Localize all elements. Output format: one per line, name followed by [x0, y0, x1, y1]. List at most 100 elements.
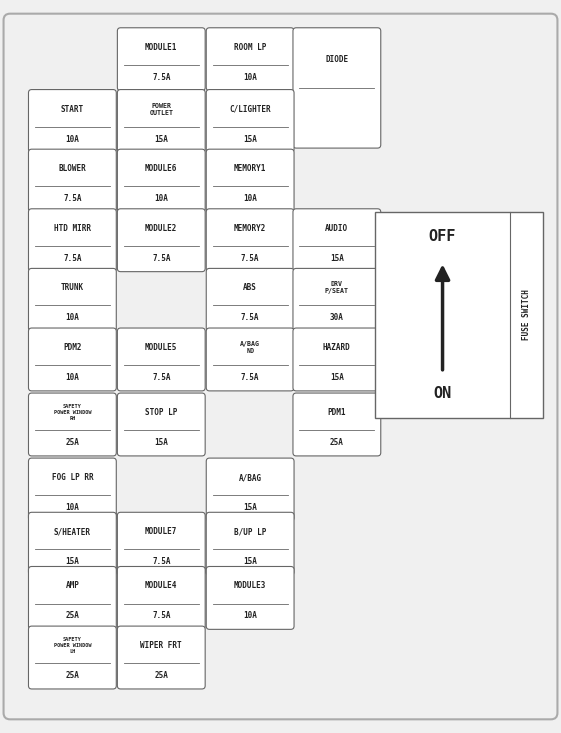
Text: 15A: 15A [243, 503, 257, 512]
FancyBboxPatch shape [29, 512, 116, 575]
Text: 25A: 25A [154, 671, 168, 680]
Text: MODULE4: MODULE4 [145, 581, 177, 591]
FancyBboxPatch shape [29, 328, 116, 391]
FancyBboxPatch shape [117, 209, 205, 272]
Text: 25A: 25A [66, 611, 79, 620]
FancyBboxPatch shape [29, 89, 116, 152]
Text: HTD MIRR: HTD MIRR [54, 224, 91, 233]
Text: MODULE5: MODULE5 [145, 343, 177, 352]
Text: DIODE: DIODE [325, 55, 348, 64]
Text: START: START [61, 105, 84, 114]
Text: PDM2: PDM2 [63, 343, 82, 352]
Text: MEMORY2: MEMORY2 [234, 224, 266, 233]
FancyBboxPatch shape [29, 458, 116, 521]
FancyBboxPatch shape [3, 14, 558, 719]
Text: WIPER FRT: WIPER FRT [140, 641, 182, 650]
Text: 10A: 10A [66, 503, 79, 512]
Text: 7.5A: 7.5A [152, 373, 171, 382]
FancyBboxPatch shape [206, 209, 294, 272]
FancyBboxPatch shape [293, 328, 381, 391]
Text: 7.5A: 7.5A [241, 314, 259, 323]
Text: HAZARD: HAZARD [323, 343, 351, 352]
FancyBboxPatch shape [117, 393, 205, 456]
FancyBboxPatch shape [117, 512, 205, 575]
Text: 15A: 15A [330, 373, 344, 382]
FancyBboxPatch shape [206, 512, 294, 575]
FancyBboxPatch shape [206, 458, 294, 521]
Text: ROOM LP: ROOM LP [234, 43, 266, 52]
Text: 7.5A: 7.5A [63, 194, 82, 203]
Text: 7.5A: 7.5A [152, 73, 171, 82]
FancyBboxPatch shape [29, 268, 116, 331]
FancyBboxPatch shape [29, 393, 116, 456]
Text: 30A: 30A [330, 314, 344, 323]
Text: MODULE7: MODULE7 [145, 527, 177, 537]
FancyBboxPatch shape [117, 567, 205, 630]
Text: MODULE1: MODULE1 [145, 43, 177, 52]
Text: 15A: 15A [243, 557, 257, 567]
FancyBboxPatch shape [293, 268, 381, 331]
FancyBboxPatch shape [206, 268, 294, 331]
Text: 7.5A: 7.5A [152, 557, 171, 567]
Text: 10A: 10A [66, 135, 79, 144]
Text: 15A: 15A [66, 557, 79, 567]
Text: A/BAG
ND: A/BAG ND [240, 341, 260, 354]
Text: 10A: 10A [243, 73, 257, 82]
FancyBboxPatch shape [206, 567, 294, 630]
Text: MODULE2: MODULE2 [145, 224, 177, 233]
FancyBboxPatch shape [29, 626, 116, 689]
Text: 10A: 10A [66, 373, 79, 382]
Text: MODULE6: MODULE6 [145, 164, 177, 173]
Text: C/LIGHTER: C/LIGHTER [229, 105, 271, 114]
Text: B/UP LP: B/UP LP [234, 527, 266, 537]
FancyBboxPatch shape [117, 28, 205, 91]
Text: 15A: 15A [330, 254, 344, 262]
Text: 25A: 25A [66, 438, 79, 447]
FancyBboxPatch shape [206, 328, 294, 391]
Text: 7.5A: 7.5A [241, 373, 259, 382]
Text: STOP LP: STOP LP [145, 408, 177, 417]
FancyBboxPatch shape [206, 150, 294, 212]
Text: AMP: AMP [66, 581, 79, 591]
FancyBboxPatch shape [293, 28, 381, 148]
FancyBboxPatch shape [117, 328, 205, 391]
Text: BLOWER: BLOWER [58, 164, 86, 173]
Text: FUSE SWITCH: FUSE SWITCH [522, 290, 531, 340]
Text: PDM1: PDM1 [328, 408, 346, 417]
FancyBboxPatch shape [29, 150, 116, 212]
Text: POWER
OUTLET: POWER OUTLET [149, 103, 173, 116]
Text: 15A: 15A [154, 135, 168, 144]
FancyBboxPatch shape [29, 209, 116, 272]
Text: MODULE3: MODULE3 [234, 581, 266, 591]
Text: AUDIO: AUDIO [325, 224, 348, 233]
Text: S/HEATER: S/HEATER [54, 527, 91, 537]
Text: 15A: 15A [154, 438, 168, 447]
Text: 7.5A: 7.5A [63, 254, 82, 262]
Text: SAFETY
POWER WINDOW
RH: SAFETY POWER WINDOW RH [54, 404, 91, 421]
Text: ABS: ABS [243, 284, 257, 292]
FancyBboxPatch shape [293, 393, 381, 456]
Text: 10A: 10A [154, 194, 168, 203]
FancyBboxPatch shape [117, 150, 205, 212]
Text: 7.5A: 7.5A [152, 254, 171, 262]
Text: 7.5A: 7.5A [152, 611, 171, 620]
Text: ON: ON [434, 386, 452, 401]
Text: A/BAG: A/BAG [238, 473, 262, 482]
FancyBboxPatch shape [293, 209, 381, 272]
Text: 10A: 10A [66, 314, 79, 323]
Text: FOG LP RR: FOG LP RR [52, 473, 93, 482]
FancyBboxPatch shape [117, 89, 205, 152]
Text: 15A: 15A [243, 135, 257, 144]
FancyBboxPatch shape [29, 567, 116, 630]
FancyBboxPatch shape [206, 28, 294, 91]
Text: MEMORY1: MEMORY1 [234, 164, 266, 173]
Text: SAFETY
POWER WINDOW
LH: SAFETY POWER WINDOW LH [54, 637, 91, 654]
Text: 7.5A: 7.5A [241, 254, 259, 262]
Text: 10A: 10A [243, 611, 257, 620]
Text: TRUNK: TRUNK [61, 284, 84, 292]
Text: 25A: 25A [66, 671, 79, 680]
Text: 10A: 10A [243, 194, 257, 203]
Text: 25A: 25A [330, 438, 344, 447]
FancyBboxPatch shape [206, 89, 294, 152]
FancyBboxPatch shape [117, 626, 205, 689]
